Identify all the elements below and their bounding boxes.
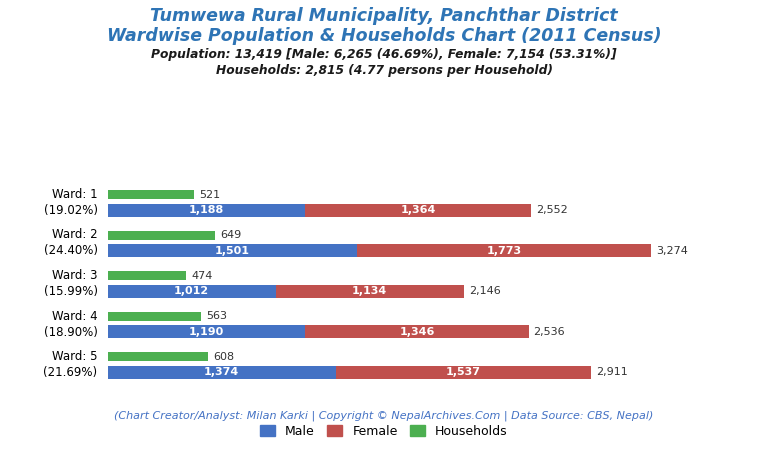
Text: 1,012: 1,012 [174,286,209,296]
Text: Tumwewa Rural Municipality, Panchthar District: Tumwewa Rural Municipality, Panchthar Di… [151,7,617,25]
Text: Households: 2,815 (4.77 persons per Household): Households: 2,815 (4.77 persons per Hous… [216,64,552,77]
Text: 2,536: 2,536 [534,327,565,337]
Legend: Male, Female, Households: Male, Female, Households [255,420,513,443]
Bar [108,312,201,321]
Text: Ward: 4
(18.90%): Ward: 4 (18.90%) [44,309,98,339]
Text: 1,501: 1,501 [214,246,250,255]
Text: 3,274: 3,274 [656,246,688,255]
Bar [108,244,357,257]
Text: Ward: 3
(15.99%): Ward: 3 (15.99%) [44,269,98,298]
Bar [357,244,651,257]
Bar [108,285,276,298]
Text: 1,134: 1,134 [352,286,387,296]
Text: 2,146: 2,146 [468,286,501,296]
Text: 649: 649 [220,230,241,240]
Text: 1,374: 1,374 [204,367,239,377]
Text: 1,364: 1,364 [400,205,435,215]
Bar [108,231,215,240]
Text: 563: 563 [206,311,227,321]
Text: Ward: 5
(21.69%): Ward: 5 (21.69%) [44,350,98,379]
Text: 474: 474 [191,271,213,281]
Text: 1,190: 1,190 [189,327,224,337]
Text: (Chart Creator/Analyst: Milan Karki | Copyright © NepalArchives.Com | Data Sourc: (Chart Creator/Analyst: Milan Karki | Co… [114,411,654,421]
Text: Ward: 1
(19.02%): Ward: 1 (19.02%) [44,188,98,217]
Text: Ward: 2
(24.40%): Ward: 2 (24.40%) [44,229,98,257]
Bar [108,352,208,361]
Text: 521: 521 [199,189,220,200]
Bar [108,366,336,379]
Text: 1,188: 1,188 [188,205,223,215]
Text: 1,537: 1,537 [445,367,481,377]
Bar [108,203,305,216]
Bar [336,366,591,379]
Bar [108,325,305,338]
Text: Wardwise Population & Households Chart (2011 Census): Wardwise Population & Households Chart (… [107,27,661,45]
Bar [276,285,464,298]
Bar [108,271,186,280]
Text: 1,346: 1,346 [399,327,435,337]
Bar [108,190,194,199]
Text: 1,773: 1,773 [486,246,521,255]
Text: 2,911: 2,911 [596,367,627,377]
Bar [305,203,531,216]
Text: 608: 608 [214,352,234,362]
Text: 2,552: 2,552 [536,205,568,215]
Text: Population: 13,419 [Male: 6,265 (46.69%), Female: 7,154 (53.31%)]: Population: 13,419 [Male: 6,265 (46.69%)… [151,48,617,61]
Bar [305,325,528,338]
